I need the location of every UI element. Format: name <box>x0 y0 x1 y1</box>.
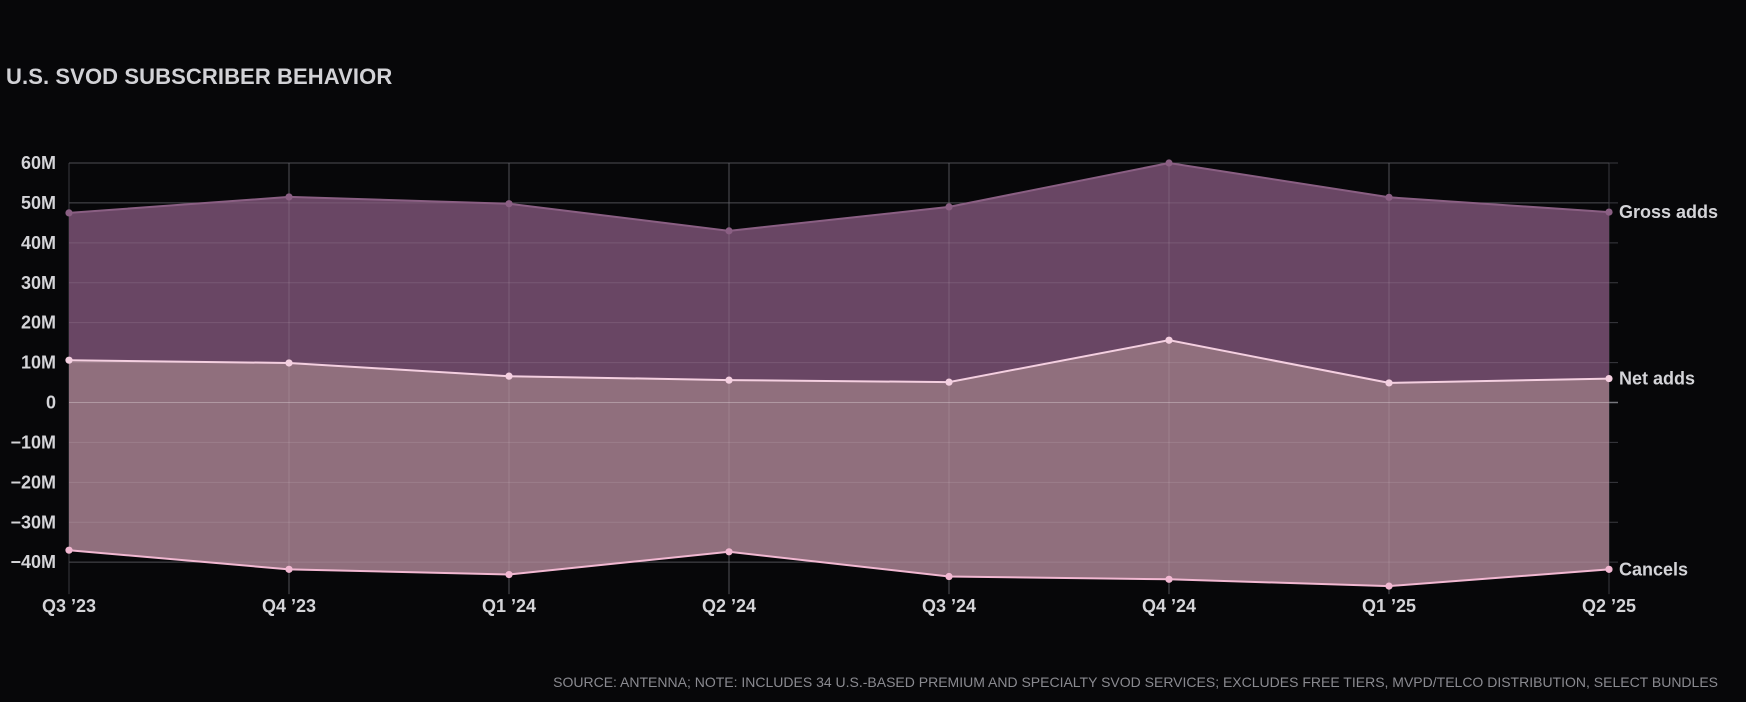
x-tick-label: Q3 ’24 <box>922 596 976 616</box>
point-layer <box>65 159 1613 590</box>
cancels-point <box>725 548 733 556</box>
x-tick-label: Q3 ’23 <box>42 596 96 616</box>
net-adds-point <box>285 359 293 367</box>
y-tick-label: −10M <box>10 432 56 452</box>
y-tick-label: −40M <box>10 552 56 572</box>
x-tick-label: Q2 ’24 <box>702 596 756 616</box>
x-axis: Q3 ’23 Q4 ’23 Q1 ’24 Q2 ’24 Q3 ’24 Q4 ’24 Q1 ’… <box>42 596 1636 616</box>
cancels-point <box>945 572 953 581</box>
y-tick-label: 0 <box>46 393 56 413</box>
cancels-point <box>1605 565 1613 573</box>
gross-adds-point <box>65 209 73 217</box>
y-tick-label: 10M <box>21 353 56 373</box>
net-adds-point <box>505 372 513 380</box>
net-adds-point <box>65 356 73 364</box>
x-tick-label: Q1 ’24 <box>482 596 536 616</box>
series-labels: Gross adds Net adds Cancels <box>1619 202 1718 579</box>
y-tick-label: −20M <box>10 472 56 492</box>
y-tick-label: 60M <box>21 153 56 173</box>
gross-adds-point <box>945 203 953 211</box>
series-label-net-adds: Net adds <box>1619 369 1695 389</box>
source-note: SOURCE: ANTENNA; NOTE: INCLUDES 34 U.S.-… <box>553 674 1718 690</box>
net-adds-point <box>1385 379 1393 387</box>
series-label-gross-adds: Gross adds <box>1619 202 1718 222</box>
cancels-point <box>285 565 293 573</box>
cancels-point <box>505 570 513 579</box>
series-label-cancels: Cancels <box>1619 559 1688 579</box>
x-tick-label: Q2 ’25 <box>1582 596 1636 616</box>
x-tick-label: Q1 ’25 <box>1362 596 1416 616</box>
gross-adds-point <box>505 200 513 208</box>
y-tick-label: 50M <box>21 193 56 213</box>
gross-adds-point <box>1385 193 1393 201</box>
net-adds-point <box>725 376 733 384</box>
chart-title: U.S. SVOD SUBSCRIBER BEHAVIOR <box>6 64 393 89</box>
y-tick-label: −30M <box>10 512 56 532</box>
gross-adds-point <box>1605 208 1613 216</box>
y-tick-label: 20M <box>21 313 56 333</box>
net-adds-line <box>68 339 1610 384</box>
gross-adds-point <box>725 227 733 235</box>
gross-adds-area <box>69 163 1609 383</box>
net-adds-point <box>1605 374 1613 383</box>
net-adds-point <box>1165 336 1173 344</box>
gross-adds-point <box>285 193 293 201</box>
x-tick-label: Q4 ’24 <box>1142 596 1196 616</box>
line-layer <box>68 161 1610 588</box>
x-tick-label: Q4 ’23 <box>262 596 316 616</box>
cancels-point <box>1165 575 1173 583</box>
cancels-point <box>65 546 73 554</box>
net-adds-point <box>945 378 953 386</box>
y-axis: 60M 50M 40M 30M 20M 10M 0 −10M −20M −30M −40M <box>10 153 56 572</box>
y-tick-label: 30M <box>21 273 56 293</box>
y-tick-label: 40M <box>21 233 56 253</box>
area-layer <box>69 162 1609 595</box>
gross-adds-point <box>1165 159 1173 167</box>
gross-adds-line <box>68 161 1610 232</box>
cancels-line <box>68 549 1610 588</box>
net-adds-area <box>69 340 1609 587</box>
cancels-point <box>1385 582 1393 590</box>
